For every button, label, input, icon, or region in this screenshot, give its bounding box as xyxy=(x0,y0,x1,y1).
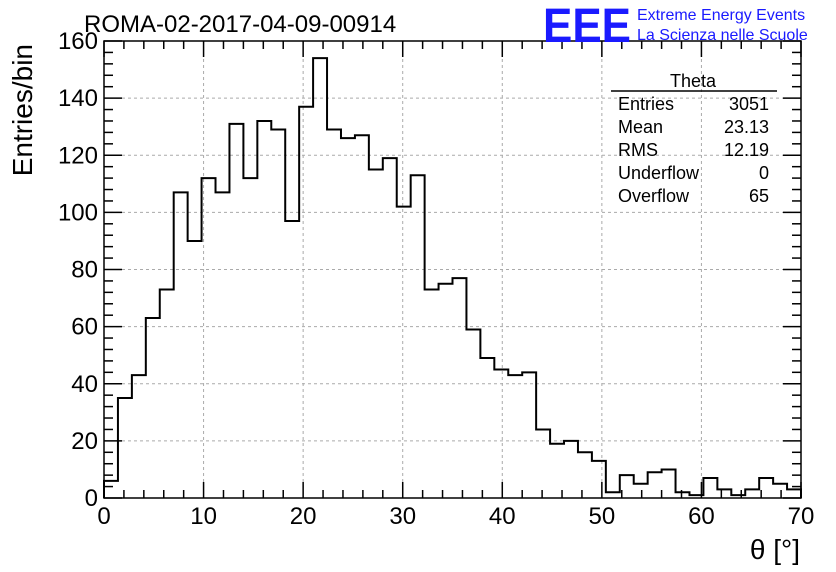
histogram-bin-28 xyxy=(494,369,508,498)
y-tick-label-8: 160 xyxy=(58,28,98,55)
histogram-bin-30 xyxy=(522,372,536,498)
histogram-bin-38 xyxy=(634,484,648,498)
stats-value-entries: 3051 xyxy=(729,94,769,114)
histogram-outline xyxy=(103,57,802,498)
histogram-bin-44 xyxy=(717,489,731,498)
axis-ticks xyxy=(103,40,802,499)
histogram-bin-2 xyxy=(132,375,146,498)
stats-label-entries: Entries xyxy=(618,94,674,114)
eee-logo: EEE Extreme Energy Events La Scienza nel… xyxy=(543,0,808,53)
histogram-bin-10 xyxy=(243,178,257,498)
histogram-bin-31 xyxy=(536,429,550,498)
stats-label-overflow: Overflow xyxy=(618,186,690,206)
statistics-box: Theta Entries 3051 Mean 23.13 RMS 12.19 … xyxy=(611,71,777,206)
logo-mark: EEE xyxy=(543,0,631,53)
histogram-bin-46 xyxy=(745,489,759,498)
x-tick-label-4: 40 xyxy=(489,503,516,530)
x-tick-label-7: 70 xyxy=(788,503,815,530)
stats-label-underflow: Underflow xyxy=(618,163,700,183)
histogram-bin-40 xyxy=(662,469,676,498)
histogram-bin-41 xyxy=(676,492,690,498)
histogram-bin-15 xyxy=(313,58,327,498)
histogram-bin-48 xyxy=(773,484,787,498)
y-tick-label-6: 120 xyxy=(58,142,98,169)
histogram-bin-3 xyxy=(146,318,160,498)
histogram-bin-7 xyxy=(202,178,216,498)
histogram-bin-33 xyxy=(564,441,578,498)
y-tick-label-2: 40 xyxy=(71,371,98,398)
x-axis-label: θ [°] xyxy=(750,534,800,565)
histogram-bin-24 xyxy=(439,284,453,498)
y-tick-label-1: 20 xyxy=(71,428,98,455)
x-tick-label-1: 10 xyxy=(190,503,217,530)
x-tick-label-0: 0 xyxy=(97,503,110,530)
stats-value-rms: 12.19 xyxy=(724,140,769,160)
histogram-bin-27 xyxy=(480,358,494,498)
histogram-bin-11 xyxy=(257,121,271,498)
histogram-bin-36 xyxy=(606,492,620,498)
histogram-bin-4 xyxy=(160,289,174,498)
histogram-bin-8 xyxy=(216,192,230,498)
y-tick-labels: 0 20 40 60 80 100 120 140 160 xyxy=(58,28,98,512)
histogram-bin-12 xyxy=(271,130,285,498)
histogram-bin-6 xyxy=(188,241,202,498)
y-axis-label: Entries/bin xyxy=(7,44,38,176)
histogram-bin-49 xyxy=(787,489,801,498)
y-tick-label-5: 100 xyxy=(58,199,98,226)
y-tick-label-3: 60 xyxy=(71,314,98,341)
histogram-bin-34 xyxy=(578,452,592,498)
histogram-bin-9 xyxy=(229,124,243,498)
histogram-bin-35 xyxy=(592,461,606,498)
histogram-bin-20 xyxy=(383,158,397,498)
x-tick-label-5: 50 xyxy=(589,503,616,530)
x-tick-label-2: 20 xyxy=(290,503,317,530)
y-tick-label-7: 140 xyxy=(58,85,98,112)
histogram-bin-32 xyxy=(550,444,564,498)
histogram-bin-26 xyxy=(466,329,480,498)
chart-title: ROMA-02-2017-04-09-00914 xyxy=(84,11,396,38)
histogram-bin-39 xyxy=(648,472,662,498)
stats-title: Theta xyxy=(670,71,717,91)
x-tick-label-3: 30 xyxy=(389,503,416,530)
histogram-bin-0 xyxy=(104,481,118,498)
stats-value-underflow: 0 xyxy=(759,163,769,183)
logo-line-2: La Scienza nelle Scuole xyxy=(637,27,808,44)
stats-value-overflow: 65 xyxy=(749,186,769,206)
grid-lines xyxy=(104,41,801,498)
y-tick-label-0: 0 xyxy=(85,485,98,512)
stats-label-mean: Mean xyxy=(618,117,663,137)
histogram-bin-22 xyxy=(411,175,425,498)
histogram-bin-23 xyxy=(425,289,439,498)
histogram-bin-16 xyxy=(327,130,341,498)
histogram-bin-29 xyxy=(508,375,522,498)
x-tick-label-6: 60 xyxy=(688,503,715,530)
x-tick-labels: 0 10 20 30 40 50 60 70 xyxy=(97,503,814,530)
histogram-bin-5 xyxy=(174,192,188,498)
histogram-bin-43 xyxy=(703,478,717,498)
logo-line-1: Extreme Energy Events xyxy=(637,7,805,24)
histogram-bin-14 xyxy=(299,107,313,498)
histogram-bin-17 xyxy=(341,138,355,498)
y-tick-label-4: 80 xyxy=(71,257,98,284)
histogram-bin-25 xyxy=(453,278,467,498)
histogram-bin-1 xyxy=(118,398,132,498)
histogram-bin-19 xyxy=(369,170,383,498)
histogram-bin-21 xyxy=(397,207,411,498)
stats-value-mean: 23.13 xyxy=(724,117,769,137)
histogram-bin-13 xyxy=(285,221,299,498)
histogram-bin-18 xyxy=(355,135,369,498)
stats-label-rms: RMS xyxy=(618,140,658,160)
